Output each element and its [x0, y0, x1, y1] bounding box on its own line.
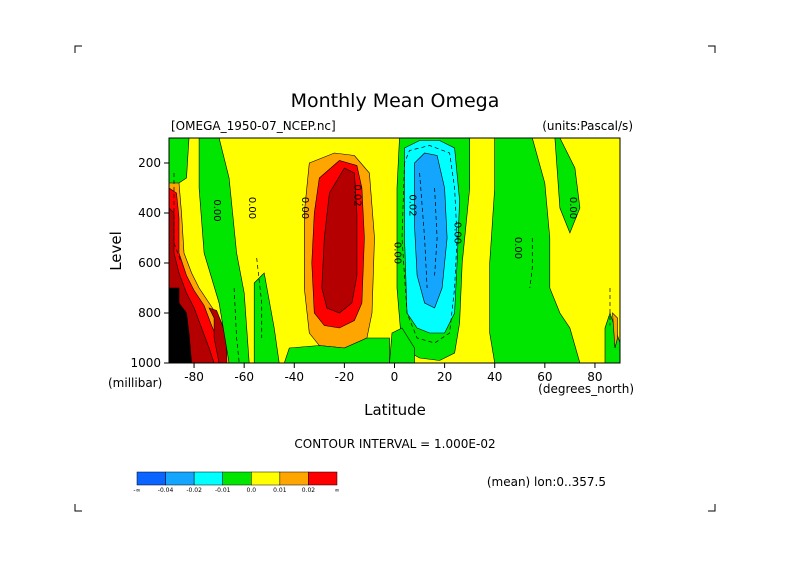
x-tick-label--60: -60: [234, 370, 254, 384]
contour-label-2: 0.00: [299, 197, 310, 219]
legend-swatch-1: [165, 471, 195, 486]
contour-label-8: 0.00: [567, 197, 578, 219]
legend-label-0: -∞: [133, 487, 140, 494]
contour-region-neg3-14: [414, 152, 448, 309]
legend-swatch-4: [251, 471, 281, 486]
x-tick-label-40: 40: [487, 370, 502, 384]
dataset-label: [OMEGA_1950-07_NCEP.nc]: [171, 119, 336, 133]
y-tick-label-600: 600: [138, 256, 161, 270]
contour-region-black-6: [169, 287, 192, 363]
x-tick-label-60: 60: [537, 370, 552, 384]
chart-title: Monthly Mean Omega: [291, 90, 500, 112]
y-tick-label-800: 800: [138, 306, 161, 320]
plot-area: 0.00 0.00 0.00 0.02 0.02 0.00 0.00 0.00 0.00: [169, 138, 620, 363]
contour-region-neg1-15: [489, 138, 581, 363]
legend-label-1: -0.04: [158, 487, 174, 494]
dashed-contour-4: [419, 172, 428, 289]
x-axis-label: Latitude: [364, 401, 426, 419]
contour-region-neg1-18: [283, 337, 390, 363]
contour-region-neg1-16: [554, 138, 581, 234]
dashed-contour-3: [401, 145, 458, 344]
dashed-contour-2: [256, 257, 263, 338]
contour-interval-note: CONTOUR INTERVAL = 1.000E-02: [294, 437, 495, 451]
contour-label-5: 0.00: [452, 222, 463, 244]
x-tick-label-80: 80: [587, 370, 602, 384]
contour-region-neg1-8: [169, 138, 190, 184]
dashed-contour-0: [173, 173, 182, 264]
legend-swatch-2: [193, 471, 223, 486]
contour-region-neg1-7: [198, 138, 250, 363]
dashed-contour-5: [434, 187, 438, 276]
y-axis-label: Level: [107, 231, 125, 271]
contour-regions: [169, 138, 620, 363]
dashed-contour-6: [529, 238, 533, 289]
crop-marks: [74, 45, 716, 512]
x-tick-label--80: -80: [184, 370, 204, 384]
contour-label-6: 0.00: [392, 242, 403, 264]
contour-label-0: 0.00: [211, 199, 222, 221]
legend-label-4: 0.0: [247, 487, 257, 494]
y-tick-label-200: 200: [138, 156, 161, 170]
contour-region-pos1-21: [612, 312, 618, 349]
x-axis-ticks: -80 -60 -40 -20 0 20 40 60 80: [184, 363, 603, 384]
legend-label-5: 0.01: [273, 487, 287, 494]
x-tick-label-0: 0: [391, 370, 399, 384]
y-tick-label-1000: 1000: [130, 356, 161, 370]
units-label: (units:Pascal/s): [542, 119, 633, 133]
x-units-label: (degrees_north): [538, 382, 634, 396]
contour-label-3: 0.02: [351, 184, 362, 206]
color-legend: -∞ -0.04 -0.02 -0.01 0.0 0.01 0.02 ∞: [133, 471, 340, 494]
legend-swatch-5: [279, 471, 309, 486]
contour-labels: 0.00 0.00 0.00 0.02 0.02 0.00 0.00 0.00 0.00: [211, 184, 578, 264]
dashed-contour-1: [233, 287, 240, 363]
contour-region-neg1-17: [389, 327, 415, 363]
legend-swatch-6: [308, 471, 338, 486]
y-units-label: (millibar): [108, 376, 162, 390]
y-axis-ticks: 200 400 600 800 1000: [130, 156, 169, 370]
contour-region-neg1-19: [253, 272, 280, 363]
legend-swatch-0: [136, 471, 166, 486]
mean-note: (mean) lon:0..357.5: [487, 475, 606, 489]
legend-label-6: 0.02: [302, 487, 316, 494]
y-tick-label-400: 400: [138, 206, 161, 220]
legend-label-3: -0.01: [215, 487, 231, 494]
contour-label-4: 0.02: [407, 194, 418, 216]
legend-label-2: -0.02: [186, 487, 202, 494]
negative-contour-lines: [173, 145, 611, 363]
legend-label-7: ∞: [335, 487, 340, 494]
x-tick-label--40: -40: [284, 370, 304, 384]
x-tick-label-20: 20: [437, 370, 452, 384]
x-tick-label--20: -20: [335, 370, 355, 384]
contour-region-pos3-5: [208, 307, 227, 363]
contour-label-1: 0.00: [246, 197, 257, 219]
contour-label-7: 0.00: [512, 237, 523, 259]
contour-region-pos3-11: [321, 167, 358, 314]
legend-swatch-3: [222, 471, 252, 486]
